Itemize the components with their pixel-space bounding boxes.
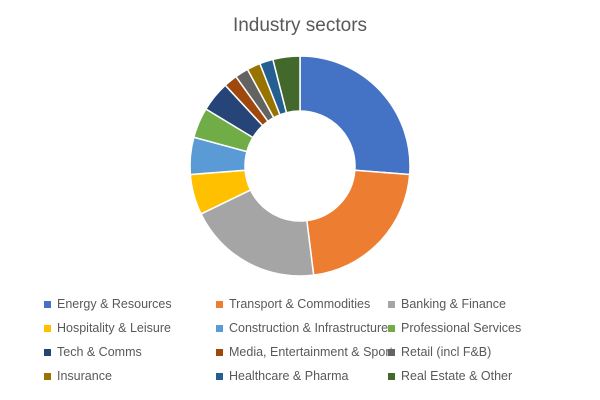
- legend-swatch: [44, 348, 51, 356]
- legend-item: Hospitality & Leisure: [44, 318, 171, 338]
- legend-label: Energy & Resources: [57, 297, 172, 311]
- legend-label: Media, Entertainment & Sport: [229, 345, 393, 359]
- legend-item: Retail (incl F&B): [388, 342, 491, 362]
- legend-swatch: [216, 300, 223, 308]
- legend-item: Construction & Infrastructure: [216, 318, 388, 338]
- legend-item: Insurance: [44, 366, 112, 386]
- legend-label: Insurance: [57, 369, 112, 383]
- donut-slice-12: [271, 55, 301, 114]
- legend-swatch: [388, 348, 395, 356]
- legend-swatch: [216, 324, 223, 332]
- legend-label: Healthcare & Pharma: [229, 369, 349, 383]
- legend-item: Banking & Finance: [388, 294, 506, 314]
- legend-label: Tech & Comms: [57, 345, 142, 359]
- legend-label: Professional Services: [401, 321, 522, 335]
- legend-label: Banking & Finance: [401, 297, 506, 311]
- donut-slice-1: [299, 55, 411, 176]
- legend-label: Construction & Infrastructure: [229, 321, 389, 335]
- legend-swatch: [216, 348, 223, 356]
- legend-swatch: [388, 300, 395, 308]
- legend-swatch: [388, 324, 395, 332]
- legend-swatch: [44, 324, 51, 332]
- legend-item: Healthcare & Pharma: [216, 366, 349, 386]
- legend-label: Hospitality & Leisure: [57, 321, 171, 335]
- legend-item: Media, Entertainment & Sport: [216, 342, 393, 362]
- legend-item: Real Estate & Other: [388, 366, 512, 386]
- legend-item: Transport & Commodities: [216, 294, 370, 314]
- donut-slices: [189, 55, 411, 277]
- donut-chart: [189, 55, 411, 277]
- legend-label: Retail (incl F&B): [401, 345, 492, 359]
- legend-item: Energy & Resources: [44, 294, 172, 314]
- legend-swatch: [44, 372, 51, 380]
- chart-title: Industry sectors: [232, 15, 368, 36]
- legend-item: Professional Services: [388, 318, 521, 338]
- legend-swatch: [44, 300, 51, 308]
- legend-label: Real Estate & Other: [401, 369, 513, 383]
- donut-slice-2: [305, 169, 411, 276]
- legend-item: Tech & Comms: [44, 342, 142, 362]
- legend-swatch: [388, 372, 395, 380]
- legend-swatch: [216, 372, 223, 380]
- legend-label: Transport & Commodities: [229, 297, 371, 311]
